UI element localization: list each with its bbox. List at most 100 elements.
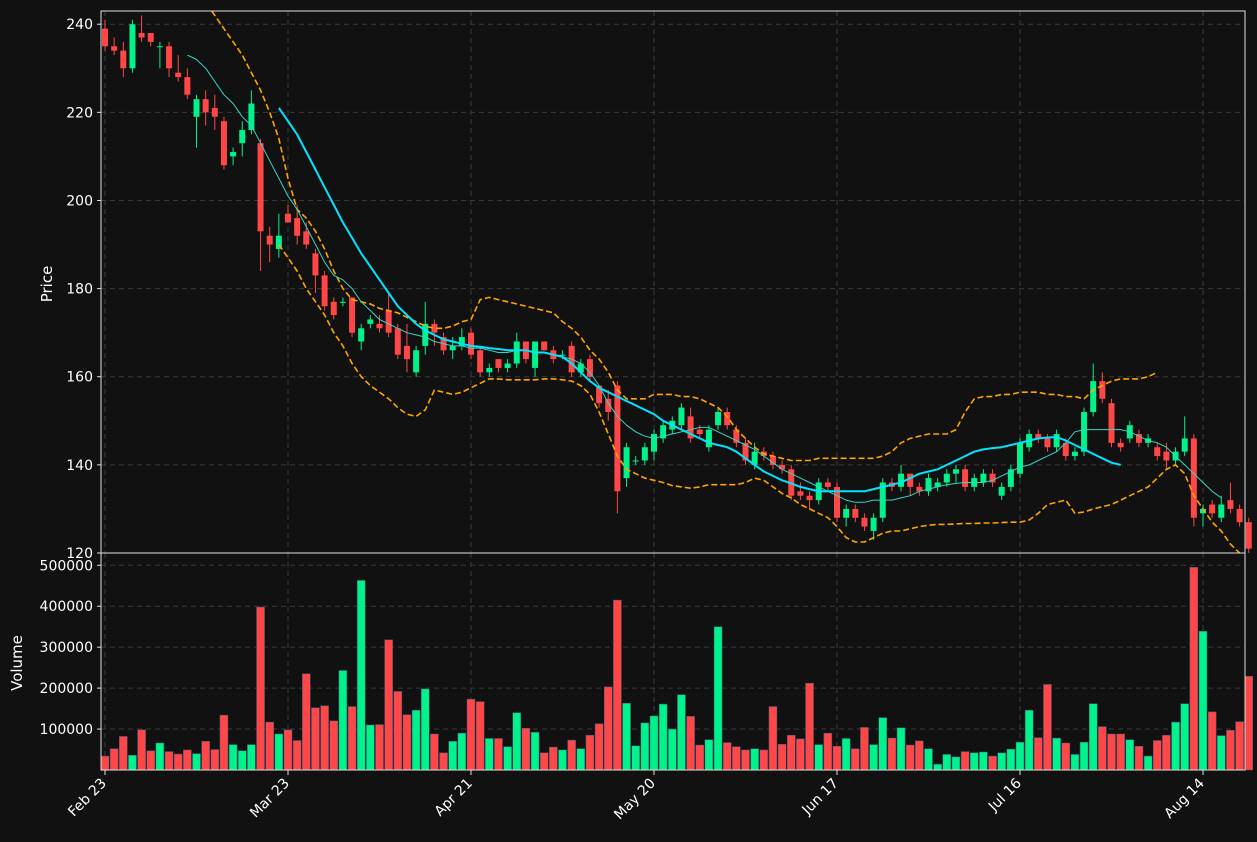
candle-up <box>1017 442 1023 474</box>
volume-bar <box>430 733 439 771</box>
volume-bar <box>329 720 338 771</box>
price-tick-label: 140 <box>66 458 93 474</box>
candle-down <box>321 275 328 307</box>
candle-up <box>413 350 420 373</box>
volume-bar <box>1098 726 1107 771</box>
volume-bar <box>915 740 924 771</box>
candle-down <box>605 398 612 412</box>
candle-down <box>586 359 593 377</box>
volume-bar <box>1171 721 1180 771</box>
candle-down <box>220 121 227 166</box>
volume-bar <box>402 714 412 771</box>
volume-bar <box>713 626 723 771</box>
candle-up <box>1081 411 1088 452</box>
volume-bar <box>704 739 714 771</box>
candle-down <box>312 253 319 276</box>
candle-up <box>925 478 932 492</box>
candle-down <box>202 99 209 113</box>
volume-bar <box>219 714 229 771</box>
candle-up <box>843 508 850 518</box>
volume-bar <box>1088 703 1098 771</box>
candle-down <box>797 491 804 496</box>
candle-up <box>486 367 493 373</box>
volume-bar <box>860 727 869 771</box>
candle-down <box>184 77 191 95</box>
volume-bar <box>768 706 778 771</box>
volume-bar <box>631 745 640 771</box>
candle-up <box>651 434 657 452</box>
volume-bar <box>787 734 796 771</box>
volume-bar <box>265 721 274 771</box>
candle-up <box>943 473 950 483</box>
volume-bar <box>832 746 842 771</box>
candle-down <box>376 323 383 329</box>
candle-up <box>449 345 456 351</box>
volume-bar <box>311 707 320 771</box>
volume-bar <box>475 701 485 771</box>
volume-bar <box>796 738 805 771</box>
volume-bar <box>805 682 814 771</box>
volume-bar <box>576 748 586 771</box>
candle-up <box>898 473 905 487</box>
volume-bar <box>1107 733 1116 771</box>
candle-up <box>358 328 365 342</box>
volume-bar <box>814 744 823 771</box>
candle-up <box>1071 451 1078 457</box>
volume-bar <box>878 717 887 771</box>
candle-up <box>559 354 566 356</box>
price-tick-label: 240 <box>66 17 93 33</box>
price-axis-label: Price <box>38 266 56 303</box>
overlay-lines <box>187 11 1241 553</box>
volume-bar <box>887 737 897 771</box>
volume-bar <box>558 749 567 771</box>
volume-bar <box>1217 735 1226 771</box>
candle-down <box>1135 434 1142 443</box>
candle-up <box>1007 469 1014 487</box>
candle-down <box>733 429 740 443</box>
candle-up <box>367 319 374 324</box>
volume-bar <box>1015 741 1025 771</box>
candle-down <box>541 341 548 351</box>
candle-up <box>422 323 429 346</box>
candle-down <box>477 350 484 373</box>
volume-bar <box>1189 567 1199 771</box>
volume-tick-label: 100000 <box>40 722 93 738</box>
volume-bar <box>759 749 769 771</box>
candle-up <box>577 363 584 373</box>
candle-down <box>285 213 291 223</box>
candle-down <box>394 328 401 355</box>
volume-tick-label: 400000 <box>40 599 93 615</box>
volume-bar <box>503 746 512 771</box>
volume-axis-ticks: 100000 200000 300000 400000 500000 <box>40 558 101 738</box>
volume-bar <box>585 734 595 771</box>
candle-down <box>349 297 356 333</box>
volume-bar <box>137 729 146 771</box>
price-tick-label: 180 <box>66 282 93 298</box>
volume-bar <box>1006 748 1016 771</box>
volume-bar <box>722 742 732 771</box>
candle-down <box>111 46 118 51</box>
volume-bar <box>302 673 311 771</box>
volume-bar <box>1079 741 1089 771</box>
volume-bar <box>567 739 576 771</box>
candle-down <box>989 473 996 483</box>
volume-bar <box>439 752 448 771</box>
volume-bar <box>668 728 677 771</box>
volume-bar <box>228 744 238 771</box>
candle-down <box>1117 442 1124 448</box>
candle-down <box>257 143 264 232</box>
volume-bar <box>1116 733 1125 771</box>
candle-up <box>504 363 511 368</box>
candle-down <box>614 385 621 492</box>
candle-up <box>641 447 648 461</box>
volume-bar <box>613 599 622 771</box>
volume-bar <box>1162 734 1171 771</box>
volume-bar <box>1207 711 1217 771</box>
volume-bar <box>1198 630 1208 771</box>
volume-bar <box>384 639 393 771</box>
price-grid <box>101 11 1245 553</box>
volume-bar <box>466 698 476 771</box>
volume-bar <box>210 749 220 771</box>
candle-up <box>1181 438 1188 452</box>
volume-tick-label: 500000 <box>40 558 93 574</box>
